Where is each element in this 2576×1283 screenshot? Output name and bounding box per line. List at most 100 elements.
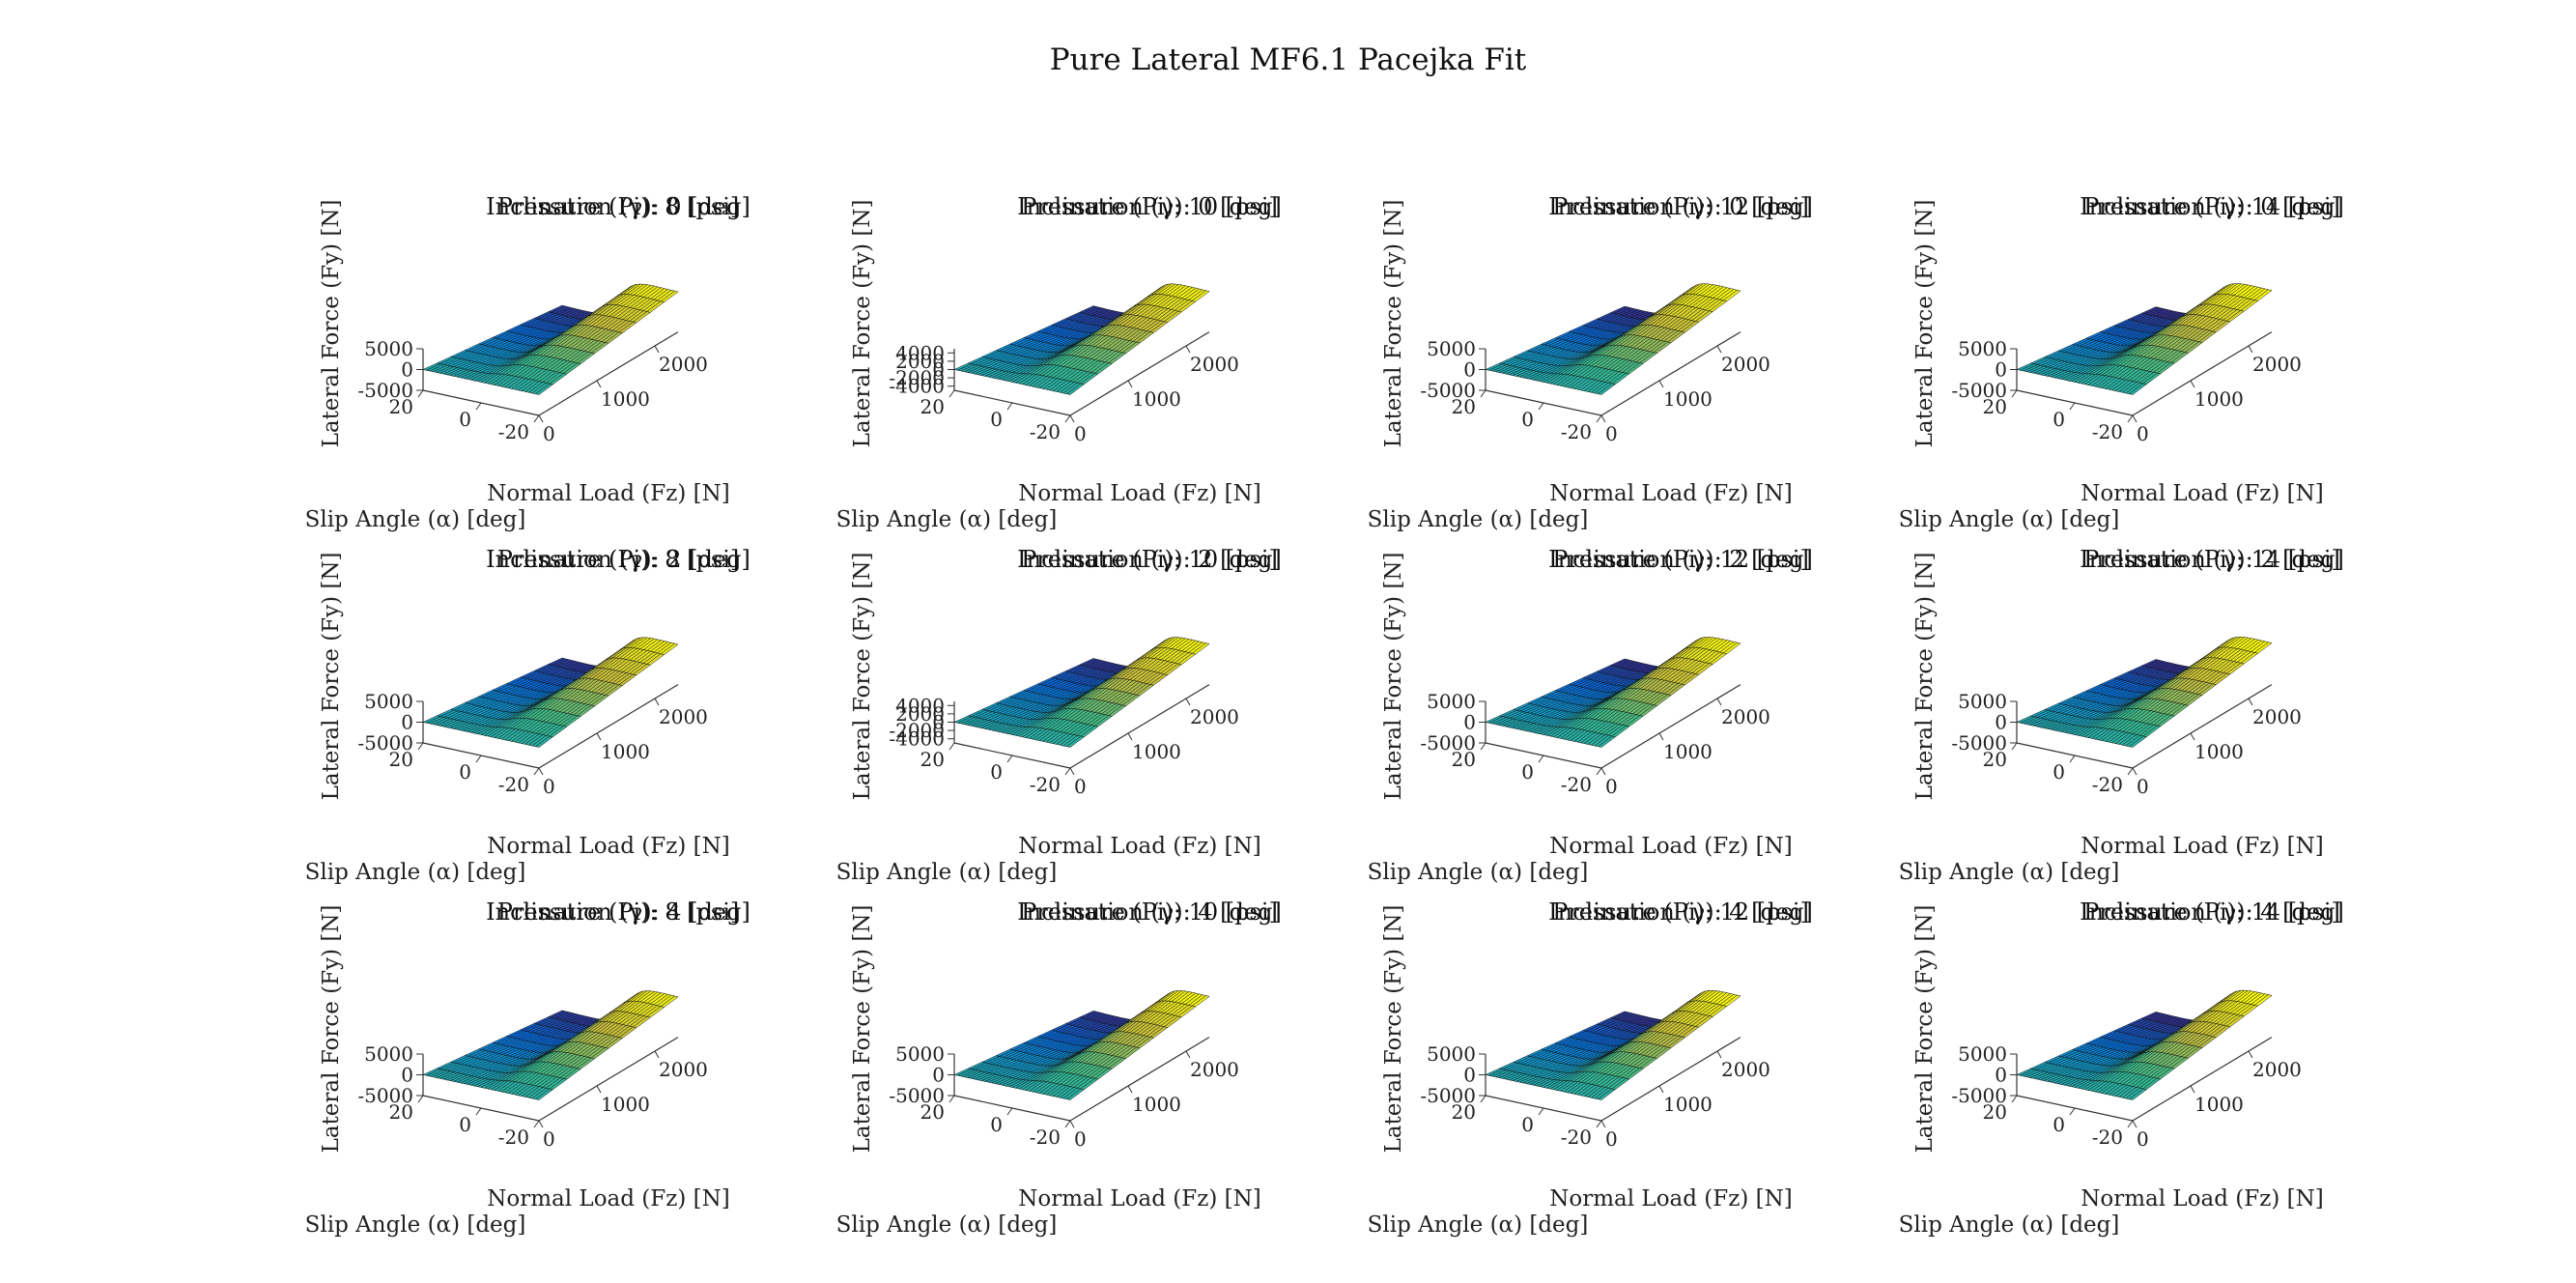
subplot-title-pressure: Pressure (Pi): 8 [psi] [496, 898, 740, 926]
subplot-title-pressure: Pressure (Pi): 14 [psi] [2083, 193, 2340, 220]
y-tick-label: 20 [920, 1100, 945, 1124]
surface-mesh [422, 283, 679, 395]
z-tick-label: 4000 [895, 341, 945, 364]
surface-plot: 010002000200-20400020000-2000-4000Normal… [836, 553, 1261, 885]
subplot-title-pressure: Pressure (Pi): 8 [psi] [496, 193, 740, 220]
x-tick [2248, 345, 2253, 354]
x-tick [1069, 414, 1075, 423]
z-tick-label: -4000 [889, 727, 945, 751]
y-tick [533, 414, 540, 423]
z-axis-label: Lateral Force (Fy) [N] [1912, 200, 1938, 448]
y-tick [1596, 767, 1602, 776]
subplot-title-inclination: Inclination (γ): 2 [deg] [1017, 546, 1282, 573]
z-tick-label: -5000 [1420, 1084, 1476, 1107]
z-axis-label: Lateral Force (Fy) [N] [319, 200, 344, 448]
y-tick-label: 0 [1521, 408, 1534, 431]
subplot-title-pressure: Pressure (Pi): 14 [psi] [2083, 546, 2340, 573]
y-tick-label: 0 [990, 1113, 1003, 1136]
x-tick [2190, 732, 2195, 741]
x-tick-label: 0 [543, 775, 555, 798]
x-tick [1069, 767, 1075, 776]
surface-facet [534, 383, 553, 395]
y-tick [475, 1107, 482, 1116]
z-axis-label: Lateral Force (Fy) [N] [319, 553, 344, 801]
x-tick-label: 2000 [2252, 705, 2302, 728]
z-tick-label: 0 [1995, 1064, 2007, 1087]
z-axis-label: Lateral Force (Fy) [N] [1381, 905, 1406, 1154]
x-tick [2132, 767, 2137, 776]
y-tick-label: 20 [1983, 748, 2007, 771]
surface-mesh [953, 637, 1210, 748]
y-axis-label: Slip Angle (α) [deg] [836, 507, 1058, 532]
x-axis-label: Normal Load (Fz) [N] [2081, 481, 2323, 506]
y-tick [533, 1120, 540, 1128]
x-tick-label: 1000 [2194, 1093, 2244, 1116]
y-tick-label: 0 [990, 408, 1003, 431]
x-tick-label: 2000 [659, 353, 708, 376]
subplot-title-inclination: Inclination (γ): 0 [deg] [1017, 193, 1282, 220]
x-tick [1716, 1050, 1722, 1059]
x-tick-label: 2000 [659, 705, 708, 728]
y-tick-label: 0 [459, 760, 471, 784]
y-tick [948, 389, 955, 398]
z-tick-label: 0 [401, 358, 413, 382]
x-tick-label: 1000 [1132, 740, 1181, 763]
x-tick [1716, 698, 1722, 706]
y-tick [948, 1095, 955, 1103]
x-tick-label: 2000 [2252, 1058, 2302, 1081]
z-tick-label: 0 [932, 358, 945, 382]
surface-facet [2128, 1088, 2147, 1100]
subplot: Pressure (Pi): 10 [psi] Inclination (γ): … [836, 193, 1449, 532]
surface-mesh [422, 990, 679, 1100]
x-tick-label: 0 [543, 422, 555, 445]
y-tick-label: 0 [459, 408, 471, 431]
y-tick [1480, 1095, 1486, 1103]
subplot: Pressure (Pi): 12 [psi] Inclination (γ): … [1368, 193, 1980, 532]
z-tick-label: -5000 [1420, 379, 1476, 402]
z-tick-label: 5000 [1958, 1042, 2007, 1066]
y-axis-label: Slip Angle (α) [deg] [305, 1212, 526, 1238]
z-tick-label: 5000 [364, 1042, 413, 1066]
subplot: Pressure (Pi): 10 [psi] Inclination (γ): … [836, 898, 1449, 1238]
x-tick-label: 1000 [1663, 740, 1713, 763]
y-tick-label: -20 [1030, 1126, 1061, 1149]
x-tick [1185, 698, 1191, 706]
subplot: Pressure (Pi): 12 [psi] Inclination (γ): … [1368, 898, 1980, 1238]
x-axis-label: Normal Load (Fz) [N] [1549, 834, 1792, 859]
subplot-title-pressure: Pressure (Pi): 10 [psi] [1021, 193, 1278, 220]
z-tick-label: 5000 [1958, 690, 2007, 713]
x-tick-label: 2000 [1721, 353, 1770, 376]
z-tick-label: 0 [932, 711, 945, 734]
x-tick [1600, 1120, 1606, 1128]
z-tick-label: -5000 [1951, 731, 2007, 755]
x-tick-label: 1000 [601, 740, 650, 763]
y-tick [417, 389, 424, 398]
y-tick [417, 1095, 424, 1103]
x-axis-label: Normal Load (Fz) [N] [487, 481, 729, 506]
z-axis-label: Lateral Force (Fy) [N] [1381, 200, 1406, 448]
surface-facet [1597, 1088, 1616, 1100]
y-tick [1480, 742, 1486, 751]
x-axis-label: Normal Load (Fz) [N] [487, 834, 729, 859]
y-tick-label: -20 [2092, 1126, 2123, 1149]
z-tick-label: 0 [1463, 711, 1476, 734]
surface-plot: 010002000200-20400020000-2000-4000Normal… [836, 200, 1261, 532]
x-tick [2132, 414, 2137, 423]
y-tick [1006, 402, 1013, 411]
y-tick-label: 20 [1983, 395, 2007, 418]
subplot-title-inclination: Inclination (γ): 0 [deg] [486, 193, 750, 220]
surface-facet [1065, 735, 1085, 748]
z-tick-label: 5000 [1958, 337, 2007, 360]
y-tick [1064, 1120, 1071, 1128]
y-tick [2127, 767, 2134, 776]
subplot-title-inclination: Inclination (γ): 4 [deg] [2080, 898, 2344, 926]
z-tick-label: -5000 [357, 1084, 413, 1107]
x-tick-label: 0 [1605, 1127, 1618, 1151]
y-tick-label: 0 [2052, 760, 2065, 784]
x-tick-label: 0 [1074, 1127, 1087, 1151]
y-tick-label: -20 [2092, 773, 2123, 796]
z-tick-label: 5000 [364, 337, 413, 360]
